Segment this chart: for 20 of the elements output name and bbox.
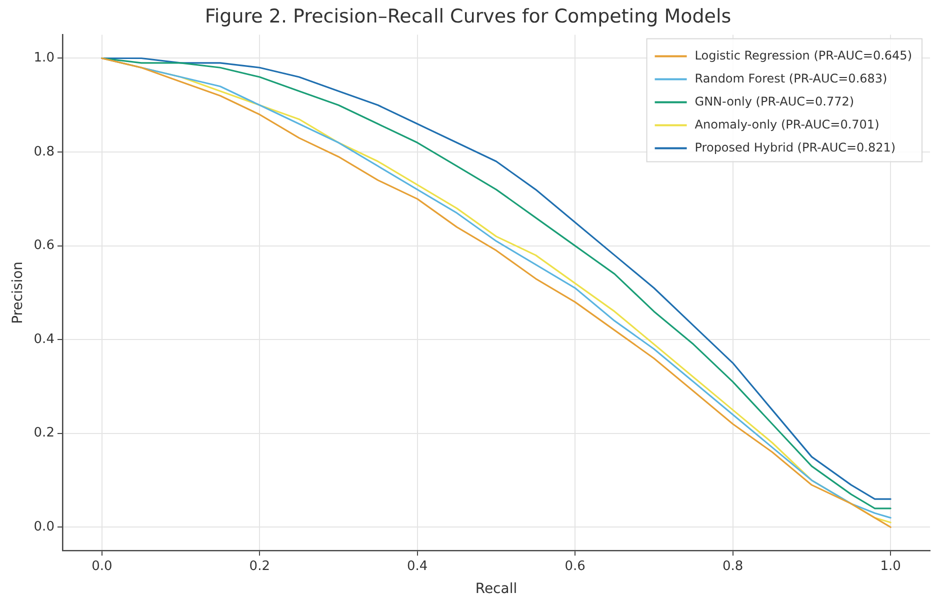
legend-label: Proposed Hybrid (PR-AUC=0.821)	[694, 140, 896, 154]
legend-label: Random Forest (PR-AUC=0.683)	[694, 71, 888, 86]
x-tick-label: 0.4	[407, 558, 428, 574]
x-tick-label: 1.0	[880, 558, 901, 574]
y-tick-label: 0.2	[34, 426, 54, 441]
legend-label: Logistic Regression (PR-AUC=0.645)	[694, 48, 912, 62]
y-tick-label: 0.4	[34, 332, 54, 347]
legend-label: Anomaly-only (PR-AUC=0.701)	[694, 117, 880, 132]
x-tick-label: 0.6	[564, 558, 586, 574]
chart-title: Figure 2. Precision–Recall Curves for Competing Models	[204, 5, 732, 28]
y-axis-title: Precision	[10, 261, 26, 324]
x-tick-label: 0.8	[722, 558, 744, 574]
legend-label: GNN-only (PR-AUC=0.772)	[694, 94, 854, 108]
x-axis-title: Recall	[475, 581, 518, 598]
y-tick-label: 0.0	[34, 520, 54, 535]
x-tick-label: 0.0	[92, 558, 112, 574]
x-tick-label: 0.2	[249, 558, 270, 574]
y-tick-label: 0.8	[34, 144, 54, 160]
y-tick-label: 0.6	[34, 238, 54, 254]
y-tick-label: 1.0	[34, 50, 54, 66]
